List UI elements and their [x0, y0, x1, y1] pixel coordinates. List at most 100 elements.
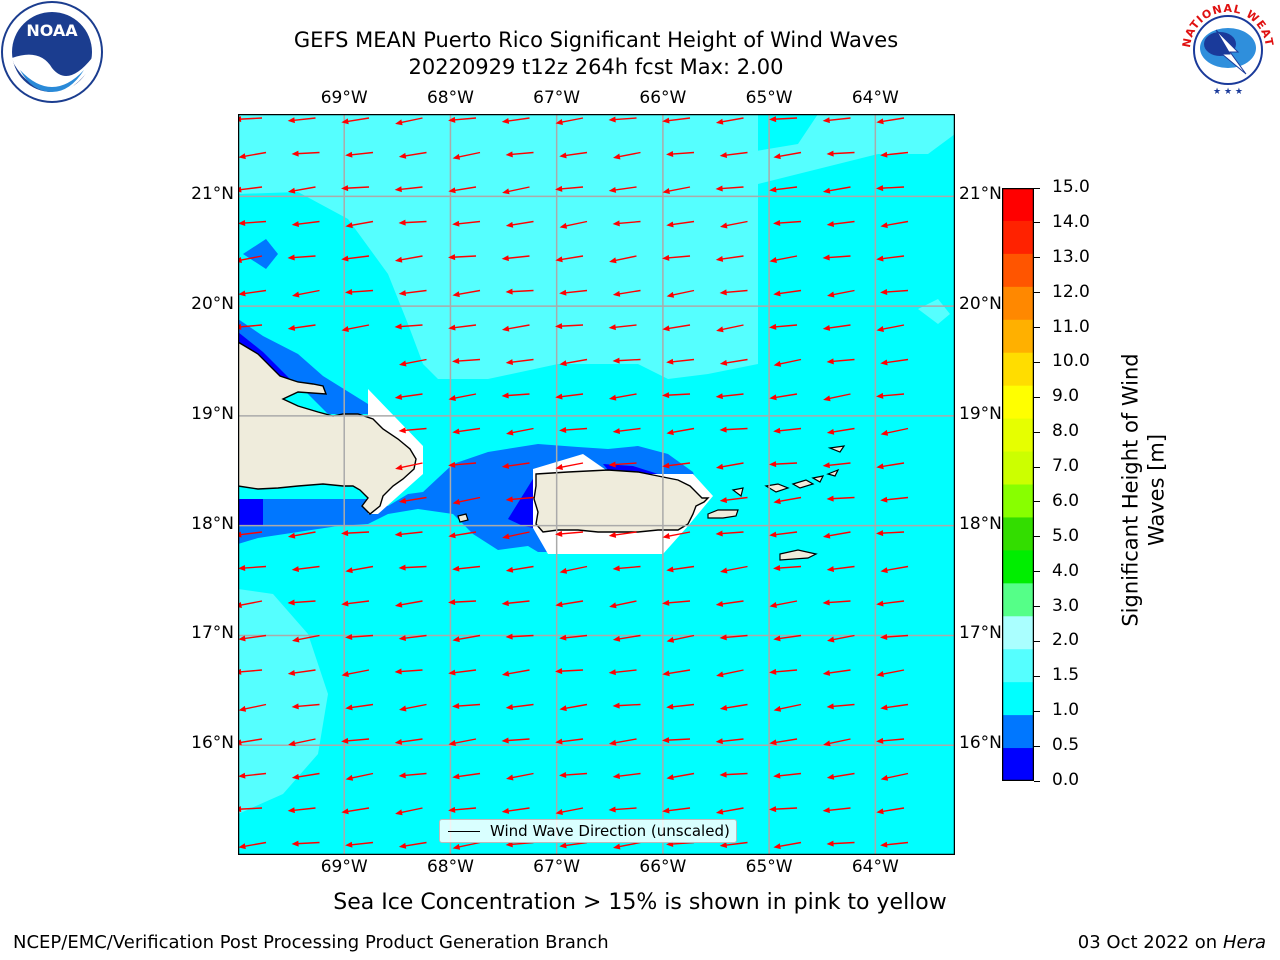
wave-direction-arrow	[394, 186, 423, 193]
wave-direction-arrow	[876, 462, 905, 470]
wave-direction-arrow	[506, 427, 534, 436]
wave-direction-arrow	[238, 151, 267, 160]
wave-direction-arrow	[559, 220, 588, 229]
colorbar-segment	[1002, 385, 1034, 420]
wave-direction-arrow	[452, 289, 481, 298]
lon-label-bottom: 67°W	[533, 857, 581, 877]
wave-direction-arrow	[394, 255, 423, 263]
footer-date: 03 Oct 2022 on	[1077, 932, 1223, 953]
wave-direction-arrow	[769, 116, 798, 123]
wave-direction-arrow	[291, 840, 320, 847]
wave-direction-arrow	[826, 565, 855, 573]
wave-direction-arrow	[452, 565, 481, 572]
wave-direction-arrow	[876, 530, 905, 537]
wave-direction-arrow	[559, 565, 588, 574]
wave-direction-arrow	[666, 703, 695, 710]
wave-direction-arrow	[505, 288, 534, 295]
colorbar-tick-label: 14.0	[1052, 211, 1090, 232]
wave-direction-arrow	[398, 564, 427, 571]
wave-direction-arrow	[662, 807, 691, 814]
wave-direction-arrow	[555, 255, 584, 263]
wave-direction-arrow	[666, 427, 695, 436]
wave-direction-arrow	[559, 358, 588, 367]
colorbar-tick-label: 8.0	[1052, 421, 1080, 442]
wave-direction-arrow	[880, 358, 909, 366]
wave-direction-arrow	[502, 531, 530, 540]
wave-direction-arrow	[719, 358, 748, 366]
wave-direction-arrow	[608, 531, 637, 538]
wave-direction-arrow	[505, 496, 534, 503]
wave-direction-arrow	[399, 358, 427, 367]
wave-direction-arrow	[876, 185, 905, 192]
wave-direction-arrow	[448, 806, 477, 813]
lat-label-right: 17°N	[959, 623, 1002, 644]
wave-direction-arrow	[452, 634, 481, 643]
wave-direction-arrow	[501, 807, 530, 814]
wave-direction-arrow	[666, 565, 695, 573]
lon-label-bottom: 69°W	[320, 857, 368, 877]
wave-direction-arrow	[555, 462, 584, 470]
lat-label-left: 18°N	[191, 513, 234, 534]
wave-direction-arrow	[287, 117, 316, 124]
wave-direction-arrow	[608, 669, 637, 676]
wave-direction-arrow	[826, 220, 855, 228]
colorbar-tick-mark	[1034, 675, 1040, 677]
wave-direction-arrow	[769, 186, 798, 193]
wave-direction-arrow	[287, 186, 316, 194]
lon-label-top: 66°W	[639, 88, 687, 108]
colorbar-segment	[1002, 715, 1034, 749]
wave-direction-arrow	[394, 393, 423, 400]
wave-direction-arrow	[719, 703, 748, 711]
wave-direction-arrow	[505, 703, 534, 711]
wave-direction-arrow	[555, 117, 584, 125]
lat-label-right: 20°N	[959, 294, 1002, 315]
wave-direction-arrow	[448, 531, 477, 539]
colorbar-label: Significant Height of Wind Waves [m]	[1118, 353, 1170, 626]
wave-direction-arrow	[769, 393, 798, 401]
wave-direction-arrow	[822, 254, 851, 261]
colorbar-tick-mark	[1034, 396, 1040, 398]
wave-direction-arrow	[715, 738, 744, 745]
wave-direction-arrow	[448, 254, 477, 261]
wave-direction-arrow	[827, 634, 855, 643]
wave-direction-arrow	[608, 324, 637, 331]
wave-direction-arrow	[555, 323, 584, 330]
wave-direction-arrow	[395, 462, 423, 471]
colorbar-tick-mark	[1034, 606, 1040, 608]
wave-direction-arrow	[773, 358, 802, 367]
wave-direction-arrow	[398, 634, 427, 642]
wave-direction-arrow	[291, 150, 320, 157]
colorbar-segment	[1002, 220, 1034, 255]
wave-direction-arrow	[612, 702, 641, 709]
colorbar-tick-mark	[1034, 361, 1040, 363]
wave-direction-arrow	[880, 496, 909, 503]
wave-direction-arrow	[662, 462, 691, 469]
wave-direction-arrow	[452, 427, 481, 435]
colorbar-tick-label: 9.0	[1052, 386, 1080, 407]
colorbar-segment	[1002, 286, 1034, 321]
colorbar	[1002, 188, 1034, 781]
wave-direction-arrow	[666, 772, 695, 781]
wave-direction-arrow	[715, 600, 744, 607]
wave-direction-arrow	[448, 393, 477, 401]
wave-height-map	[238, 114, 955, 855]
wave-direction-arrow	[555, 668, 584, 675]
wave-direction-arrow	[612, 289, 641, 297]
wave-direction-arrow	[826, 772, 855, 780]
wind-wave-arrows	[238, 116, 909, 850]
wave-direction-arrow	[608, 806, 637, 813]
sea-ice-note: Sea Ice Concentration > 15% is shown in …	[333, 890, 947, 915]
wave-direction-arrow	[398, 219, 427, 226]
wave-direction-arrow	[608, 393, 637, 401]
wave-direction-arrow	[398, 841, 427, 849]
wave-direction-arrow	[613, 841, 641, 850]
colorbar-segment	[1002, 319, 1034, 354]
colorbar-segment	[1002, 583, 1034, 617]
wave-direction-arrow	[501, 255, 530, 262]
colorbar-tick-label: 1.5	[1052, 665, 1080, 686]
wave-direction-arrow	[448, 116, 477, 123]
wave-direction-arrow	[394, 738, 423, 745]
wave-direction-arrow	[773, 496, 802, 505]
wave-direction-arrow	[715, 807, 744, 815]
wave-direction-arrow	[505, 565, 534, 573]
